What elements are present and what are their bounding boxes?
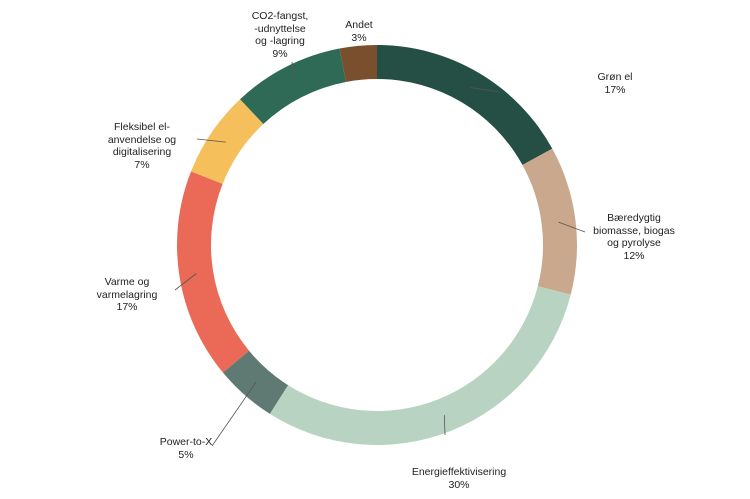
donut-slice bbox=[191, 99, 264, 184]
leader-line bbox=[211, 382, 257, 447]
donut-slice bbox=[377, 45, 553, 166]
slice-label-andet: Andet 3% bbox=[345, 19, 373, 44]
donut-slice bbox=[269, 286, 571, 445]
leader-line bbox=[196, 138, 226, 143]
donut-slice bbox=[240, 48, 346, 124]
slice-label-power-to-x: Power-to-X 5% bbox=[159, 436, 213, 461]
slice-label-gron-el: Grøn el 17% bbox=[597, 71, 633, 96]
leader-line bbox=[470, 87, 501, 93]
slice-label-energieffektivisering: Energieffektivisering 30% bbox=[411, 466, 507, 491]
slice-label-co2: CO2-fangst, -udnyttelse og -lagring 9% bbox=[251, 10, 309, 60]
donut-slice bbox=[177, 171, 250, 373]
donut-slice bbox=[339, 45, 377, 82]
leader-line bbox=[291, 61, 295, 82]
leader-line bbox=[558, 221, 586, 233]
leader-line bbox=[443, 415, 446, 436]
slice-label-baeredygtig: Bæredygtig biomasse, biogas og pyrolyse … bbox=[593, 212, 675, 262]
donut-slice bbox=[522, 148, 577, 295]
slice-label-varme: Varme og varmelagring 17% bbox=[96, 276, 158, 313]
slice-label-fleksibel: Fleksibel el- anvendelse og digitaliseri… bbox=[107, 121, 177, 171]
leader-line bbox=[174, 273, 197, 291]
